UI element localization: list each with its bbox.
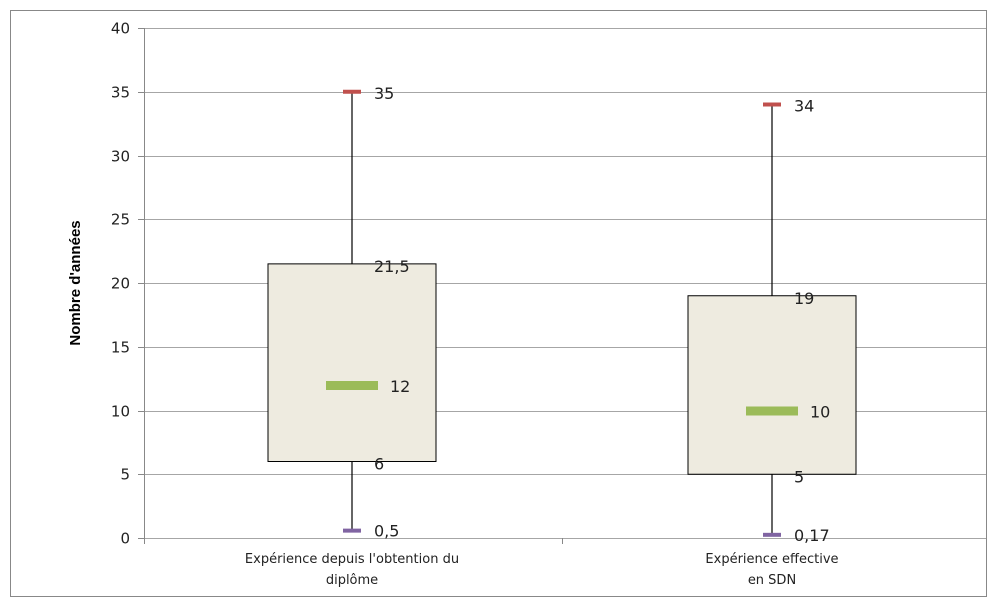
min-marker-1 xyxy=(763,532,781,537)
q1-label-1: 5 xyxy=(794,467,804,486)
y-tick-label-35: 35 xyxy=(111,84,130,102)
max-marker-0 xyxy=(343,89,361,94)
category-label-0-line-0: Expérience depuis l'obtention du xyxy=(245,552,459,567)
y-tick-label-20: 20 xyxy=(111,275,130,293)
y-tick-label-5: 5 xyxy=(120,466,130,484)
y-axis-title: Nombre d'années xyxy=(67,220,84,345)
y-tick-label-15: 15 xyxy=(111,339,130,357)
median-marker-1 xyxy=(746,406,798,416)
y-tick-label-40: 40 xyxy=(111,20,130,38)
median-label-1: 10 xyxy=(810,403,830,422)
box-0 xyxy=(267,263,437,462)
min-label-1: 0,17 xyxy=(794,526,830,545)
category-label-1-line-0: Expérience effective xyxy=(705,552,838,567)
q3-label-0: 21,5 xyxy=(374,257,410,276)
y-tick-label-10: 10 xyxy=(111,403,130,421)
max-label-1: 34 xyxy=(794,97,814,116)
y-tick-label-25: 25 xyxy=(111,211,130,229)
max-marker-1 xyxy=(763,102,781,107)
median-label-0: 12 xyxy=(390,377,410,396)
max-label-0: 35 xyxy=(374,84,394,103)
category-label-0-line-1: diplôme xyxy=(326,573,378,588)
box-1 xyxy=(687,295,857,475)
q1-label-0: 6 xyxy=(374,455,384,474)
min-label-0: 0,5 xyxy=(374,522,399,541)
median-marker-0 xyxy=(326,381,378,390)
q3-label-1: 19 xyxy=(794,289,814,308)
y-tick-label-0: 0 xyxy=(120,530,130,548)
category-label-1-line-1: en SDN xyxy=(748,573,796,588)
min-marker-0 xyxy=(343,528,361,533)
y-tick-label-30: 30 xyxy=(111,148,130,166)
